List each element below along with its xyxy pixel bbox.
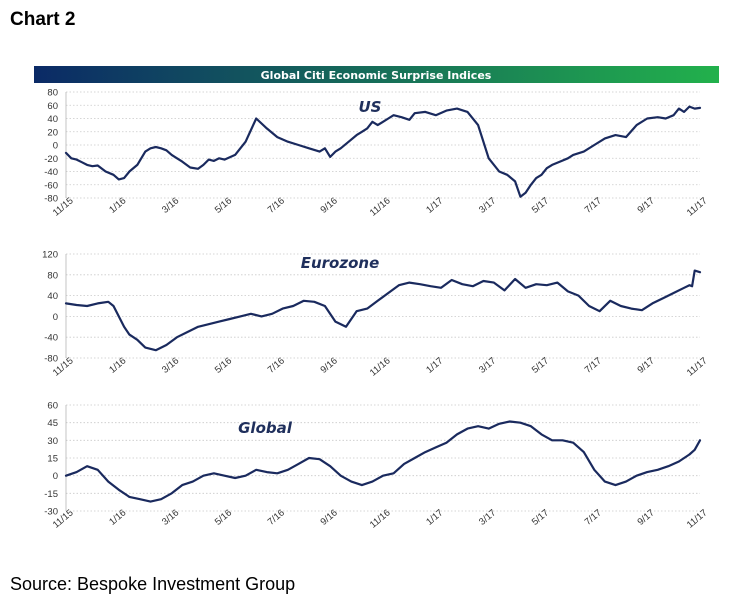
- y-tick-label: 40: [47, 114, 58, 125]
- x-tick-label: 1/16: [107, 355, 128, 375]
- x-tick-label: 3/17: [477, 507, 498, 527]
- x-tick-label: 7/17: [583, 355, 604, 375]
- y-tick-label: 0: [53, 471, 58, 482]
- y-tick-label: 120: [42, 250, 58, 261]
- y-tick-label: -15: [44, 489, 58, 500]
- x-tick-label: 3/16: [160, 195, 181, 215]
- x-tick-label: 5/17: [530, 507, 551, 527]
- y-tick-label: -20: [44, 154, 58, 165]
- x-tick-label: 7/17: [583, 507, 604, 527]
- series-line: [64, 105, 702, 198]
- y-tick-label: 0: [53, 312, 58, 323]
- y-tick-label: 80: [47, 88, 58, 99]
- x-tick-label: 3/17: [477, 195, 498, 215]
- x-tick-label: 9/17: [636, 355, 657, 375]
- y-tick-label: -80: [44, 354, 58, 365]
- x-tick-label: 9/17: [636, 195, 657, 215]
- y-tick-label: 80: [47, 270, 58, 281]
- x-tick-label: 1/17: [424, 195, 445, 215]
- x-tick-label: 1/16: [107, 507, 128, 527]
- y-tick-label: -40: [44, 333, 58, 344]
- x-tick-label: 9/16: [319, 195, 340, 215]
- y-tick-label: 60: [47, 401, 58, 412]
- y-tick-label: 30: [47, 436, 58, 447]
- x-tick-label: 5/17: [530, 195, 551, 215]
- chart-title-banner: [34, 66, 719, 83]
- x-tick-label: 7/16: [266, 355, 287, 375]
- chart-title: Global Citi Economic Surprise Indices: [261, 69, 492, 82]
- x-tick-label: 7/16: [266, 507, 287, 527]
- x-tick-label: 11/16: [368, 355, 393, 378]
- y-tick-label: -40: [44, 167, 58, 178]
- x-tick-label: 5/17: [530, 355, 551, 375]
- y-tick-label: 20: [47, 127, 58, 138]
- y-tick-label: -30: [44, 507, 58, 518]
- x-tick-label: 11/17: [685, 355, 710, 378]
- x-tick-label: 9/16: [319, 507, 340, 527]
- series-line: [64, 269, 702, 352]
- x-tick-label: 1/17: [424, 355, 445, 375]
- y-tick-label: 15: [47, 454, 58, 465]
- x-tick-label: 9/17: [636, 507, 657, 527]
- x-tick-label: 1/17: [424, 507, 445, 527]
- panel-title: Eurozone: [301, 254, 380, 272]
- panel-title: Global: [238, 419, 293, 437]
- x-tick-label: 1/16: [107, 195, 128, 215]
- x-tick-label: 7/17: [583, 195, 604, 215]
- x-tick-label: 11/17: [685, 195, 710, 218]
- x-tick-label: 3/16: [160, 355, 181, 375]
- x-tick-label: 9/16: [319, 355, 340, 375]
- y-tick-label: 45: [47, 418, 58, 429]
- y-tick-label: -60: [44, 180, 58, 191]
- y-tick-label: 60: [47, 101, 58, 112]
- x-tick-label: 3/16: [160, 507, 181, 527]
- y-tick-label: 40: [47, 291, 58, 302]
- series-line: [64, 420, 702, 503]
- x-tick-label: 11/16: [368, 195, 393, 218]
- x-tick-label: 3/17: [477, 355, 498, 375]
- source-note: Source: Bespoke Investment Group: [10, 574, 296, 594]
- y-tick-label: 0: [53, 141, 58, 152]
- chart-label: Chart 2: [10, 9, 76, 30]
- x-tick-label: 5/16: [213, 195, 234, 215]
- x-tick-label: 5/16: [213, 355, 234, 375]
- x-tick-label: 11/17: [685, 507, 710, 530]
- y-tick-label: -80: [44, 194, 58, 205]
- x-tick-label: 5/16: [213, 507, 234, 527]
- x-tick-label: 7/16: [266, 195, 287, 215]
- panel-title: US: [359, 98, 382, 116]
